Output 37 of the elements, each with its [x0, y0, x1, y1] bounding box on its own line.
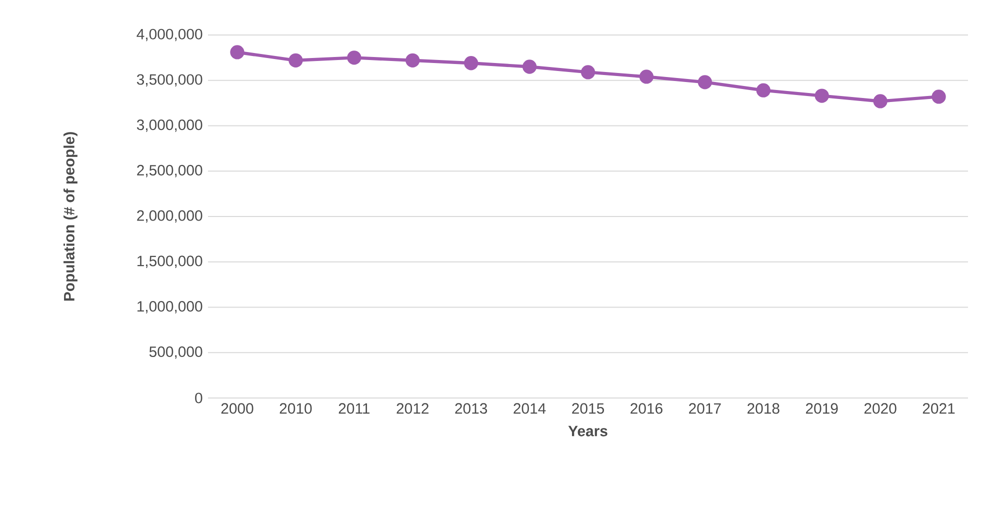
x-tick-label: 2014 [514, 403, 546, 414]
x-tick-label: 2000 [221, 403, 254, 414]
y-tick-label: 500,000 [149, 346, 202, 359]
y-tick-label: 2,000,000 [137, 210, 202, 223]
y-tick-label: 3,500,000 [136, 74, 202, 87]
point [230, 45, 244, 60]
point [406, 53, 420, 68]
x-tick-label: 2012 [396, 403, 428, 414]
point [873, 94, 888, 108]
point [347, 50, 362, 65]
point [522, 60, 537, 74]
point [932, 90, 946, 104]
x-tick-label: 2010 [280, 403, 312, 414]
point [288, 53, 303, 68]
point [814, 88, 829, 103]
point [698, 75, 712, 90]
point [580, 65, 596, 80]
y-tick-label: 3,000,000 [136, 120, 202, 132]
x-tick-label: 2011 [338, 403, 370, 414]
point [464, 56, 478, 70]
x-tick-label: 2013 [455, 403, 488, 414]
y-tick-label: 2,500,000 [137, 164, 202, 178]
point [639, 70, 654, 84]
x-tick-label: 2021 [922, 403, 955, 414]
x-tick-label: 2015 [572, 403, 604, 414]
y-tick-label: 1,000,000 [137, 301, 202, 314]
y-tick-label: 0 [195, 392, 202, 404]
x-tick-label: 2016 [630, 403, 662, 414]
y-axis-title: Population (# of people) [64, 132, 78, 301]
point [756, 83, 770, 98]
x-tick-label: 2019 [806, 403, 838, 414]
y-tick-label: 1,500,000 [137, 256, 202, 268]
y-tick-label: 4,000,000 [136, 28, 202, 42]
x-tick-label: 2018 [748, 403, 780, 414]
x-tick-label: 2020 [864, 403, 896, 414]
x-axis-title: Years [568, 426, 608, 436]
x-tick-label: 2017 [689, 403, 721, 414]
